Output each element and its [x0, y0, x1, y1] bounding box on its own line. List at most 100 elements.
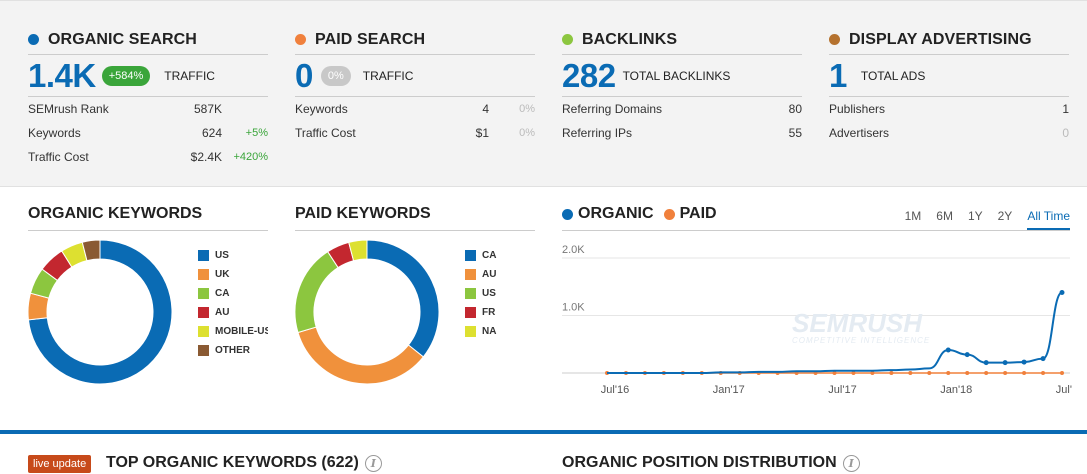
- trend-legend-paid[interactable]: PAID: [679, 205, 717, 222]
- paid-point[interactable]: [1003, 371, 1008, 375]
- trend-legend-organic[interactable]: ORGANIC: [578, 205, 654, 222]
- paid-keywords-section: PAID KEYWORDS: [295, 205, 535, 231]
- stat-value[interactable]: 55: [788, 126, 802, 140]
- legend-item[interactable]: CA: [465, 246, 496, 265]
- x-tick-label: Jan'18: [940, 384, 972, 396]
- display-total-value[interactable]: 1: [829, 56, 847, 94]
- backlinks-total-value[interactable]: 282: [562, 56, 616, 94]
- organic-legend-dot-icon: [562, 208, 573, 220]
- stat-value[interactable]: $1: [475, 126, 489, 140]
- paid-search-title: PAID SEARCH: [315, 30, 426, 48]
- organic-point[interactable]: [1002, 360, 1008, 366]
- legend-label: US: [482, 288, 496, 299]
- range-2y-button[interactable]: 2Y: [997, 209, 1013, 223]
- stat-label: Referring IPs: [562, 126, 633, 140]
- organic-keywords-legend: US UK CA AU MOBILE-US OTHER: [198, 246, 268, 360]
- legend-swatch: [198, 288, 209, 299]
- info-icon[interactable]: i: [842, 454, 860, 472]
- legend-item[interactable]: NA: [465, 322, 496, 341]
- paid-point[interactable]: [946, 371, 951, 375]
- paid-point[interactable]: [851, 371, 856, 375]
- donut-slice-other[interactable]: [81, 240, 101, 262]
- stat-value[interactable]: 1: [1062, 102, 1069, 116]
- paid-point[interactable]: [908, 371, 913, 375]
- organic-keywords-donut[interactable]: [28, 240, 188, 400]
- stat-value[interactable]: 0: [1062, 126, 1069, 140]
- stat-value[interactable]: 587K: [193, 102, 222, 116]
- paid-cost-row: Traffic Cost $1 0%: [295, 121, 535, 145]
- legend-swatch: [198, 307, 209, 318]
- paid-point[interactable]: [965, 371, 970, 375]
- x-tick-label: Jan'17: [713, 384, 745, 396]
- legend-item[interactable]: FR: [465, 303, 496, 322]
- donut-slice-us[interactable]: [28, 240, 173, 385]
- stat-value[interactable]: 4: [482, 102, 489, 116]
- paid-point[interactable]: [832, 371, 837, 375]
- backlinks-total-row: 282 TOTAL BACKLINKS: [562, 55, 802, 97]
- info-icon[interactable]: i: [364, 454, 382, 472]
- legend-label: UK: [215, 269, 230, 280]
- paid-legend-dot-icon: [663, 208, 675, 220]
- organic-point[interactable]: [945, 347, 951, 353]
- organic-point[interactable]: [1040, 356, 1046, 362]
- organic-point[interactable]: [1021, 359, 1027, 365]
- organic-point[interactable]: [983, 360, 989, 366]
- stat-value[interactable]: 80: [788, 102, 802, 116]
- paid-keywords-donut[interactable]: [295, 240, 455, 400]
- backlinks-title: BACKLINKS: [582, 30, 678, 48]
- display-advertising-title: DISPLAY ADVERTISING: [849, 30, 1032, 48]
- stat-label: Advertisers: [829, 126, 890, 140]
- position-distribution-title[interactable]: ORGANIC POSITION DISTRIBUTION: [562, 454, 837, 471]
- paid-search-header[interactable]: PAID SEARCH: [295, 31, 535, 55]
- stat-value[interactable]: 624: [201, 126, 222, 140]
- organic-traffic-row: 1.4K +584% TRAFFIC: [28, 55, 268, 97]
- range-1m-button[interactable]: 1M: [904, 209, 922, 223]
- paid-traffic-value[interactable]: 0: [295, 56, 313, 94]
- stat-label: Keywords: [28, 126, 81, 140]
- legend-item[interactable]: UK: [198, 265, 268, 284]
- paid-point[interactable]: [1022, 371, 1027, 375]
- legend-item[interactable]: AU: [198, 303, 268, 322]
- organic-point[interactable]: [964, 352, 970, 358]
- legend-item[interactable]: CA: [198, 284, 268, 303]
- legend-item[interactable]: AU: [465, 265, 496, 284]
- backlinks-header[interactable]: BACKLINKS: [562, 31, 802, 55]
- organic-traffic-value[interactable]: 1.4K: [28, 56, 96, 94]
- donut-slice-na[interactable]: [348, 240, 368, 262]
- organic-keywords-title: ORGANIC KEYWORDS: [28, 205, 268, 231]
- paid-point[interactable]: [984, 371, 989, 375]
- organic-search-header[interactable]: ORGANIC SEARCH: [28, 31, 268, 55]
- y-tick-label: 1.0K: [562, 302, 585, 314]
- range-1y-button[interactable]: 1Y: [967, 209, 983, 223]
- range-6m-button[interactable]: 6M: [936, 209, 953, 223]
- display-total-row: 1 TOTAL ADS: [829, 55, 1069, 97]
- top-organic-keywords-title[interactable]: TOP ORGANIC KEYWORDS (622): [106, 454, 359, 471]
- paid-point[interactable]: [870, 371, 875, 375]
- legend-item[interactable]: MOBILE-US: [198, 322, 268, 341]
- organic-rank-row: SEMrush Rank 587K: [28, 97, 268, 121]
- range-all-time-button[interactable]: All Time: [1027, 209, 1070, 230]
- paid-point[interactable]: [889, 371, 894, 375]
- legend-item[interactable]: US: [465, 284, 496, 303]
- paid-point[interactable]: [927, 371, 932, 375]
- donut-slice-us[interactable]: [295, 250, 339, 334]
- live-update-badge: live update: [28, 455, 92, 473]
- organic-point[interactable]: [1059, 290, 1065, 295]
- legend-swatch: [465, 307, 476, 318]
- legend-item[interactable]: OTHER: [198, 341, 268, 360]
- backlinks-dot-icon: [562, 34, 573, 45]
- y-tick-label: 2.0K: [562, 244, 585, 256]
- paid-point[interactable]: [1060, 371, 1064, 375]
- legend-item[interactable]: US: [198, 246, 268, 265]
- stat-label: Referring Domains: [562, 102, 663, 116]
- display-advertising-header[interactable]: DISPLAY ADVERTISING: [829, 31, 1069, 55]
- stat-value[interactable]: $2.4K: [190, 150, 222, 164]
- paid-search-block: PAID SEARCH 0 0% TRAFFIC Keywords 4 0% T…: [295, 31, 535, 145]
- donut-slice-au[interactable]: [297, 326, 424, 385]
- section-divider: [0, 430, 1087, 434]
- paid-point[interactable]: [1041, 371, 1046, 375]
- legend-swatch: [465, 269, 476, 280]
- legend-label: MOBILE-US: [215, 326, 268, 337]
- donut-slice-ca[interactable]: [366, 240, 440, 358]
